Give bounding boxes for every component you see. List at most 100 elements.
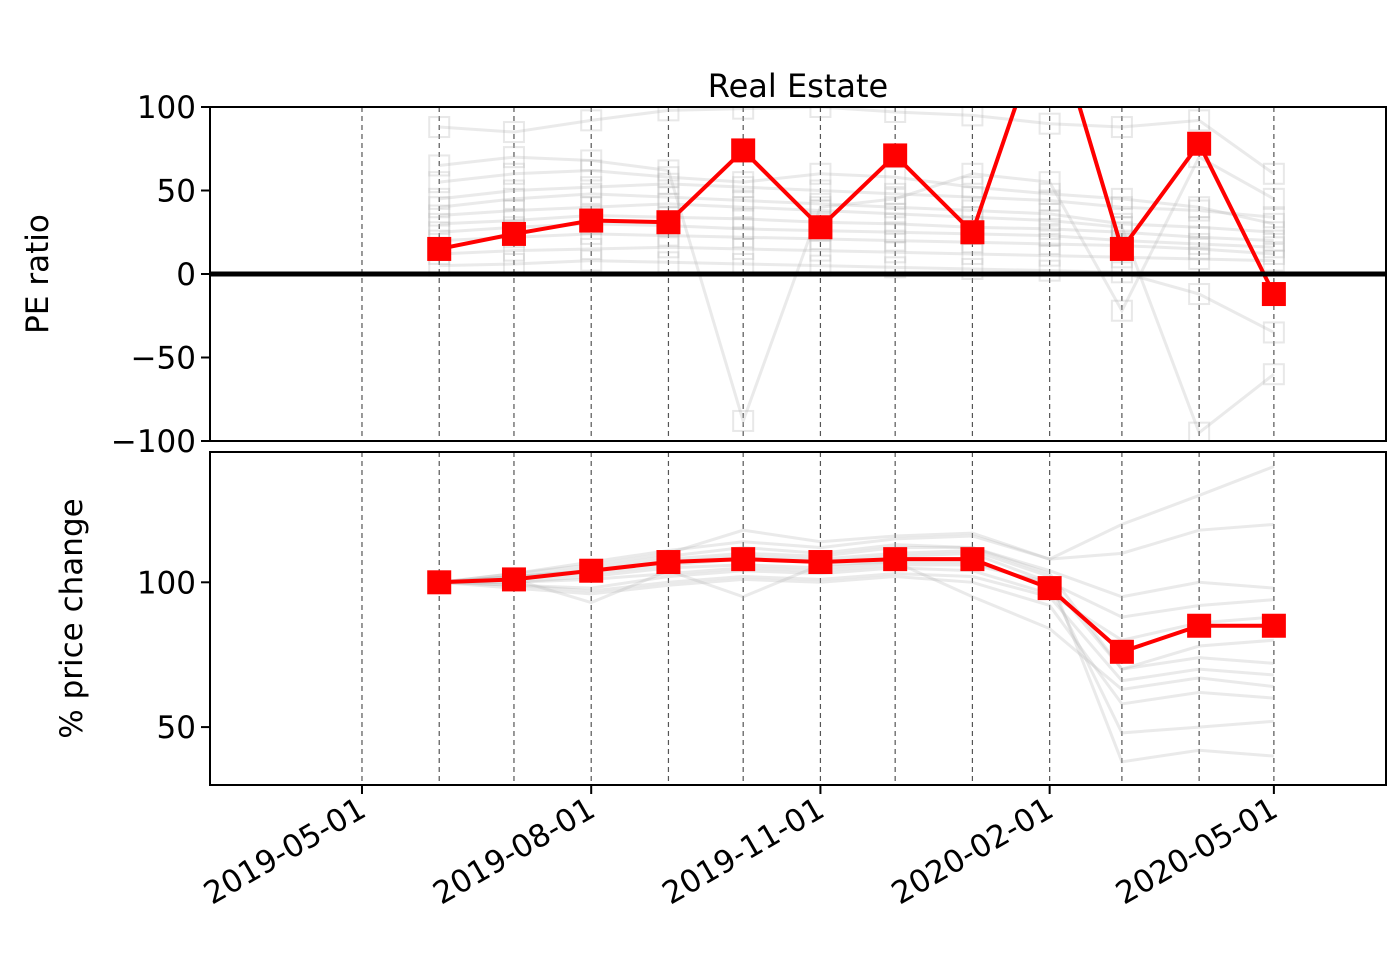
background-series-marker — [1262, 221, 1285, 244]
background-series-marker — [732, 189, 755, 212]
background-series-marker — [1038, 171, 1061, 194]
background-series-marker — [732, 207, 755, 230]
data-point — [1038, 0, 1062, 19]
data-point — [808, 215, 833, 240]
data-point — [1261, 282, 1286, 307]
background-series-marker — [580, 176, 603, 199]
data-point — [1037, 576, 1062, 601]
data-point — [1261, 613, 1286, 638]
background-series-marker — [1188, 226, 1211, 249]
y-axis-label-pe-ratio: PE ratio — [20, 214, 56, 334]
data-point — [427, 570, 452, 595]
data-point — [427, 236, 452, 261]
data-point — [883, 143, 908, 168]
background-series-marker — [428, 212, 451, 235]
background-series-marker — [732, 237, 755, 260]
background-series-marker — [502, 179, 525, 202]
background-series-marker — [1188, 247, 1211, 270]
background-series-marker — [732, 107, 755, 120]
background-series-line — [439, 572, 1274, 683]
y-tick-label: 50 — [157, 710, 196, 746]
data-point — [731, 138, 756, 163]
data-point — [656, 550, 681, 575]
data-point — [731, 547, 756, 572]
background-series-marker — [580, 182, 603, 205]
data-point — [501, 567, 526, 592]
background-series-marker — [1262, 212, 1285, 235]
background-series-marker — [732, 409, 755, 432]
y-tick-label: 100 — [137, 90, 196, 126]
background-series-marker — [1038, 182, 1061, 205]
background-series-marker — [884, 212, 907, 235]
background-series-marker — [428, 154, 451, 177]
data-point — [501, 221, 526, 246]
background-series-marker — [1110, 196, 1133, 219]
background-series-marker — [1262, 242, 1285, 265]
background-series-marker — [1188, 421, 1211, 441]
background-series-marker — [732, 171, 755, 194]
data-point — [579, 208, 604, 233]
background-series-marker — [1262, 249, 1285, 272]
background-series-marker — [657, 107, 680, 122]
data-point — [960, 220, 985, 245]
background-series-marker — [884, 187, 907, 210]
background-series-marker — [1262, 363, 1285, 386]
background-series-marker — [1262, 236, 1285, 259]
background-series-marker — [1262, 321, 1285, 344]
background-series-line — [439, 465, 1275, 584]
background-series-marker — [502, 162, 525, 185]
background-series-marker — [884, 229, 907, 252]
background-series-line — [439, 566, 1274, 642]
background-series-marker — [809, 179, 832, 202]
background-series-line — [439, 155, 1275, 426]
y-tick-label: 50 — [157, 174, 196, 210]
background-series-marker — [1038, 259, 1061, 282]
background-series-marker — [657, 186, 680, 209]
background-series-marker — [1038, 209, 1061, 232]
background-series-marker — [732, 226, 755, 249]
background-series-marker — [1188, 216, 1211, 239]
background-series-marker — [1188, 196, 1211, 219]
x-tick-label: 2019-08-01 — [427, 791, 601, 912]
background-series-marker — [580, 109, 603, 132]
background-series-marker — [1188, 283, 1211, 306]
background-series-marker — [1038, 202, 1061, 225]
background-series-marker — [428, 187, 451, 210]
background-series-marker — [502, 121, 525, 144]
price-change-panel: 100 50 2019-05-01 2019-08-01 2019-11-01 2020-… — [137, 451, 1387, 912]
background-series-marker — [1038, 232, 1061, 255]
background-series-marker — [961, 176, 984, 199]
data-point — [960, 547, 985, 572]
background-series-marker — [884, 196, 907, 219]
background-series-marker — [580, 237, 603, 260]
background-series-marker — [732, 217, 755, 240]
data-point — [808, 550, 833, 575]
background-series-marker — [1110, 187, 1133, 210]
x-tick-label: 2020-05-01 — [1110, 791, 1284, 912]
data-point — [883, 547, 908, 572]
background-series-marker — [961, 107, 984, 127]
background-series-marker — [884, 107, 907, 124]
data-point — [1187, 613, 1212, 638]
pe-ratio-panel: 100 50 0 −50 −100 — [111, 0, 1387, 460]
background-series-marker — [657, 159, 680, 182]
background-series-line — [439, 563, 1274, 619]
background-series-line — [439, 560, 1274, 735]
y-tick-label: −100 — [111, 424, 196, 460]
background-series-marker — [502, 187, 525, 210]
data-point — [656, 210, 681, 235]
background-series-line — [439, 214, 1274, 243]
background-series-marker — [428, 171, 451, 194]
background-series-marker — [1262, 162, 1285, 185]
background-series-marker — [732, 176, 755, 199]
x-tick-label: 2019-05-01 — [198, 791, 372, 912]
background-series-marker — [884, 256, 907, 279]
background-series-marker — [961, 257, 984, 280]
background-series-line — [439, 543, 1274, 671]
background-series-marker — [884, 202, 907, 225]
background-series-line — [439, 192, 1274, 234]
series-line — [438, 107, 1276, 295]
data-point — [1109, 236, 1134, 261]
background-series-marker — [884, 182, 907, 205]
